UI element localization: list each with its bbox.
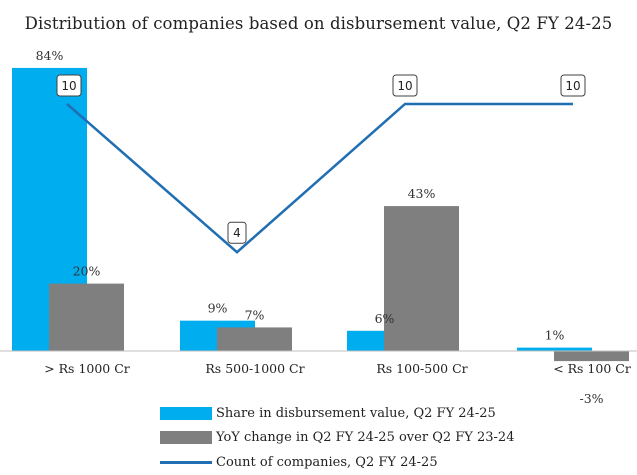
label-share-1: 9% [208,301,228,316]
bar-share-3 [517,347,592,351]
count-label-box-0 [56,74,82,97]
category-label-1: Rs 500-1000 Cr [205,361,304,376]
bar-yoy-2 [384,206,459,351]
bar-yoy-0 [49,283,124,351]
category-label-2: Rs 100-500 Cr [376,361,467,376]
category-label-0: > Rs 1000 Cr [44,361,130,376]
count-label-box-2 [392,74,418,97]
legend-label-share: Share in disbursement value, Q2 FY 24-25 [216,405,496,421]
count-label-3: 10 [565,79,580,93]
legend-item-share[interactable]: Share in disbursement value, Q2 FY 24-25 [160,401,514,426]
category-label-3: < Rs 100 Cr [553,361,631,376]
label-yoy-3: -3% [579,391,603,406]
labels-layer: 84% 20% > Rs 1000 Cr 9% 7% Rs 500-1000 Cr 6% 43… [36,48,631,406]
label-yoy-0: 20% [73,264,101,279]
legend-swatch-yoy [160,431,212,445]
legend-label-count: Count of companies, Q2 FY 24-25 [216,454,438,470]
legend-label-yoy: YoY change in Q2 FY 24-25 over Q2 FY 23-… [216,430,515,446]
line-layer: 10 4 10 10 [56,74,586,254]
label-yoy-1: 7% [245,307,265,322]
count-label-box-1 [227,221,247,244]
legend: Share in disbursement value, Q2 FY 24-25… [160,401,514,475]
label-share-0: 84% [36,48,64,63]
bars-layer [12,67,629,362]
chart-title: Distribution of companies based on disbu… [24,14,613,33]
bar-yoy-1 [217,327,292,351]
count-label-0: 10 [61,79,76,93]
legend-item-yoy[interactable]: YoY change in Q2 FY 24-25 over Q2 FY 23-… [160,426,514,451]
legend-swatch-count [160,460,212,464]
legend-item-count[interactable]: Count of companies, Q2 FY 24-25 [160,450,514,475]
count-label-box-3 [560,74,586,97]
line-count [66,102,573,254]
bar-yoy-3 [554,351,629,362]
count-label-2: 10 [397,79,412,93]
label-share-3: 1% [545,328,565,343]
legend-swatch-share [160,406,212,420]
count-label-1: 4 [233,226,241,240]
label-share-2: 6% [375,311,395,326]
label-yoy-2: 43% [408,186,436,201]
